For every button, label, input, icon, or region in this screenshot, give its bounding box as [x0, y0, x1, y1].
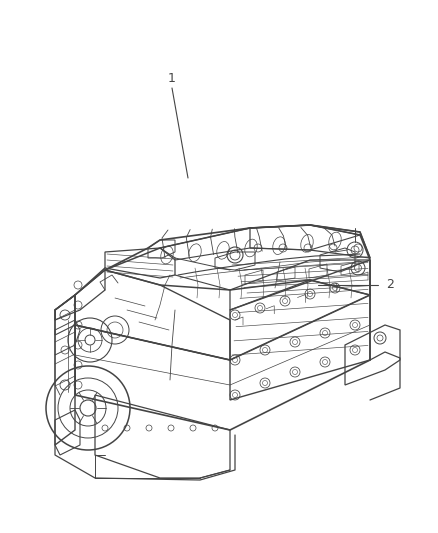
Text: 2: 2: [386, 279, 394, 292]
Text: 1: 1: [168, 71, 176, 85]
